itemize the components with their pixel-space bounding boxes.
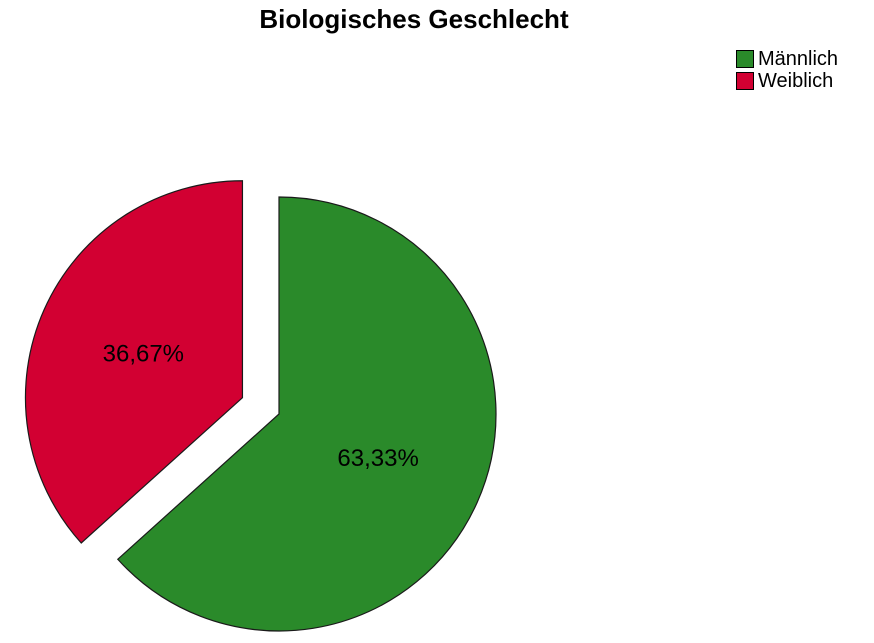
legend-item-maennlich: Männlich	[736, 48, 838, 70]
legend-swatch-weiblich	[736, 72, 754, 90]
chart-title: Biologisches Geschlecht	[259, 4, 569, 34]
legend-label-weiblich: Weiblich	[758, 69, 834, 92]
legend: Männlich Weiblich	[736, 48, 838, 92]
pie-slice-maennlich	[116, 196, 497, 632]
pie-label-weiblich: 36,67%	[103, 341, 184, 368]
legend-item-weiblich: Weiblich	[736, 70, 838, 92]
pie-slice-weiblich	[24, 180, 244, 544]
legend-swatch-maennlich	[736, 50, 754, 68]
legend-label-maennlich: Männlich	[758, 47, 839, 70]
pie-label-maennlich: 63,33%	[337, 445, 418, 472]
